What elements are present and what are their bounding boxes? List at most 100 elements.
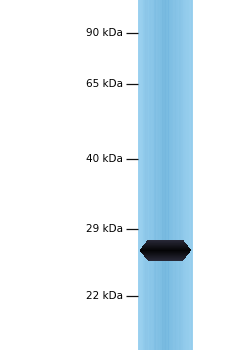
Bar — [141, 252, 189, 253]
Bar — [140, 0, 141, 350]
Bar — [142, 253, 188, 254]
Bar — [140, 0, 141, 350]
Bar — [141, 248, 190, 249]
Bar — [187, 0, 188, 350]
Bar — [156, 0, 157, 350]
Bar — [182, 0, 183, 350]
Bar — [142, 246, 188, 247]
Bar — [165, 0, 166, 350]
Bar — [147, 240, 184, 241]
Bar — [153, 0, 155, 350]
Bar — [145, 0, 147, 350]
Bar — [143, 245, 188, 246]
Text: 22 kDa: 22 kDa — [86, 291, 123, 301]
Bar — [144, 0, 146, 350]
Bar — [150, 0, 151, 350]
Bar — [170, 0, 171, 350]
Bar — [178, 0, 179, 350]
Text: 29 kDa: 29 kDa — [86, 224, 123, 234]
Bar — [145, 0, 146, 350]
Bar — [179, 0, 181, 350]
Bar — [174, 0, 176, 350]
Bar — [173, 0, 174, 350]
Bar — [191, 0, 192, 350]
Bar — [142, 253, 189, 254]
Bar — [145, 257, 185, 258]
Bar — [156, 0, 157, 350]
Bar — [140, 250, 191, 251]
Bar — [147, 259, 184, 260]
Bar — [164, 0, 165, 350]
Bar — [177, 0, 178, 350]
Bar — [151, 0, 152, 350]
Bar — [187, 0, 189, 350]
Bar — [183, 0, 184, 350]
Bar — [144, 244, 187, 245]
Bar — [148, 260, 183, 261]
Bar — [143, 254, 188, 255]
Bar — [146, 258, 185, 259]
Bar — [183, 0, 185, 350]
Bar — [173, 0, 175, 350]
Bar — [188, 0, 189, 350]
Text: 40 kDa: 40 kDa — [86, 154, 123, 164]
Bar — [142, 247, 189, 248]
Bar — [142, 0, 143, 350]
Bar — [180, 0, 181, 350]
Bar — [139, 0, 140, 350]
Bar — [158, 0, 159, 350]
Bar — [145, 0, 147, 350]
Bar — [146, 241, 184, 242]
Bar — [145, 0, 146, 350]
Bar — [184, 0, 185, 350]
Bar — [191, 0, 192, 350]
Bar — [191, 0, 192, 350]
Bar — [188, 0, 189, 350]
Bar — [171, 0, 173, 350]
Bar — [146, 242, 185, 243]
Bar — [154, 0, 156, 350]
Bar — [176, 0, 177, 350]
Bar — [174, 0, 175, 350]
Bar — [154, 0, 155, 350]
Bar — [145, 243, 186, 244]
Bar — [144, 0, 146, 350]
Bar — [155, 0, 156, 350]
Bar — [168, 0, 169, 350]
Bar — [189, 0, 190, 350]
Text: 65 kDa: 65 kDa — [86, 79, 123, 89]
Bar — [164, 0, 165, 350]
Bar — [178, 0, 179, 350]
Bar — [147, 0, 148, 350]
Bar — [163, 0, 165, 350]
Bar — [141, 0, 142, 350]
Bar — [155, 0, 156, 350]
Bar — [143, 254, 188, 255]
Bar — [165, 0, 166, 350]
Bar — [145, 257, 186, 258]
Bar — [154, 0, 156, 350]
Bar — [179, 0, 180, 350]
Bar — [146, 241, 184, 242]
Bar — [179, 0, 180, 350]
Bar — [179, 0, 180, 350]
Bar — [147, 240, 184, 241]
Bar — [163, 0, 164, 350]
Bar — [161, 0, 162, 350]
Bar — [170, 0, 171, 350]
Bar — [187, 0, 188, 350]
Bar — [138, 0, 139, 350]
Bar — [155, 0, 156, 350]
Bar — [187, 0, 189, 350]
Bar — [160, 0, 161, 350]
Bar — [170, 0, 171, 350]
Bar — [144, 0, 145, 350]
Bar — [140, 250, 191, 251]
Bar — [162, 0, 163, 350]
Bar — [164, 0, 165, 350]
Bar — [171, 0, 172, 350]
Bar — [156, 0, 157, 350]
Bar — [143, 0, 144, 350]
Bar — [157, 0, 158, 350]
Bar — [190, 0, 191, 350]
